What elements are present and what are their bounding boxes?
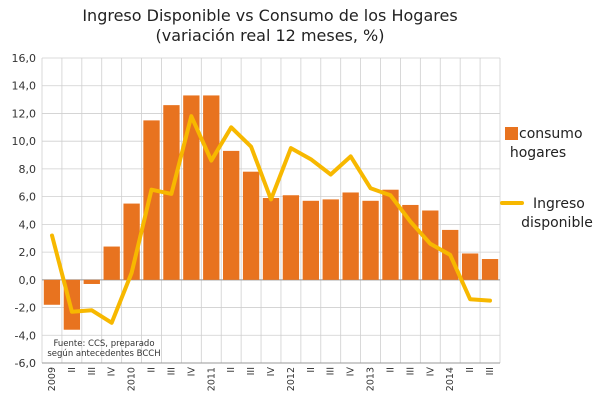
y-tick-label: 10,0: [12, 135, 37, 148]
x-tick-label: IV: [186, 367, 197, 377]
bar-consumo-hogares: [481, 259, 499, 280]
bar-consumo-hogares: [242, 171, 260, 280]
y-tick-label: 2,0: [19, 246, 37, 259]
x-tick-label: II: [306, 367, 317, 373]
bar-consumo-hogares: [223, 150, 240, 280]
x-tick-label: III: [87, 367, 98, 375]
bar-consumo-hogares: [262, 198, 280, 280]
x-tick-label: II: [67, 367, 78, 373]
x-tick-label: 2014: [445, 367, 456, 391]
legend: consumo hogares Ingreso disponible: [500, 126, 593, 231]
x-tick-label: II: [147, 367, 158, 373]
bar-consumo-hogares: [461, 253, 479, 280]
legend-label-consumo-line2: hogares: [510, 145, 566, 161]
x-tick-label: IV: [425, 367, 436, 377]
y-tick-label: -2,0: [15, 302, 36, 315]
x-tick-label: 2009: [47, 367, 58, 391]
line-ingreso-disponible: [50, 114, 492, 325]
y-axis-ticks: 16,0 14,0 12,0 10,0 8,0 6,0 4,0 2,0 0,0 -2,0 -4,0 -…: [12, 52, 37, 370]
x-tick-label: II: [226, 367, 237, 373]
line-series: [50, 114, 492, 325]
legend-label-ingreso-line1: Ingreso: [533, 196, 585, 212]
bar-consumo-hogares: [43, 279, 61, 305]
legend-label-consumo-line1: consumo: [519, 126, 583, 142]
y-tick-label: -6,0: [15, 357, 36, 370]
y-tick-label: -4,0: [15, 329, 36, 342]
legend-label-ingreso-line2: disponible: [521, 215, 593, 231]
y-tick-label: 14,0: [12, 80, 37, 93]
x-tick-label: 2013: [366, 367, 377, 391]
bar-series: [43, 95, 499, 330]
y-tick-label: 16,0: [12, 52, 37, 65]
x-tick-label: IV: [107, 367, 118, 377]
x-tick-label: III: [246, 367, 257, 375]
x-tick-label: 2012: [286, 367, 297, 391]
x-axis-ticks: 2009 II III IV 2010 II III IV 2011 II III IV 2012 II I…: [47, 367, 496, 392]
y-tick-label: 0,0: [19, 274, 37, 287]
y-tick-label: 12,0: [12, 107, 37, 120]
bar-consumo-hogares: [302, 200, 319, 280]
bar-consumo-hogares: [322, 199, 339, 280]
x-tick-label: IV: [266, 367, 277, 377]
x-tick-label: 2010: [127, 367, 138, 391]
x-tick-label: II: [465, 367, 476, 373]
chart-subtitle: (variación real 12 meses, %): [155, 26, 384, 45]
bar-consumo-hogares: [103, 246, 120, 280]
x-tick-label: III: [485, 367, 496, 375]
x-tick-label: III: [405, 367, 416, 375]
bar-consumo-hogares: [83, 279, 100, 284]
y-tick-label: 8,0: [19, 163, 37, 176]
x-tick-label: III: [166, 367, 177, 375]
x-tick-label: IV: [346, 367, 357, 377]
bar-consumo-hogares: [282, 195, 300, 280]
y-tick-label: 4,0: [19, 218, 37, 231]
legend-swatch-consumo: [505, 127, 518, 140]
source-annotation-line1: Fuente: CCS, preparado: [53, 339, 154, 349]
x-tick-label: II: [385, 367, 396, 373]
chart-title: Ingreso Disponible vs Consumo de los Hog…: [82, 6, 457, 25]
bar-consumo-hogares: [362, 200, 379, 280]
y-tick-label: 6,0: [19, 191, 37, 204]
x-tick-label: 2011: [206, 367, 217, 391]
bar-consumo-hogares: [203, 95, 220, 280]
bar-consumo-hogares: [183, 95, 200, 280]
bar-consumo-hogares: [382, 189, 399, 280]
bar-consumo-hogares: [143, 120, 160, 280]
bar-consumo-hogares: [342, 192, 359, 280]
x-tick-label: III: [326, 367, 337, 375]
source-annotation-line2: según antecedentes BCCH: [47, 349, 160, 359]
